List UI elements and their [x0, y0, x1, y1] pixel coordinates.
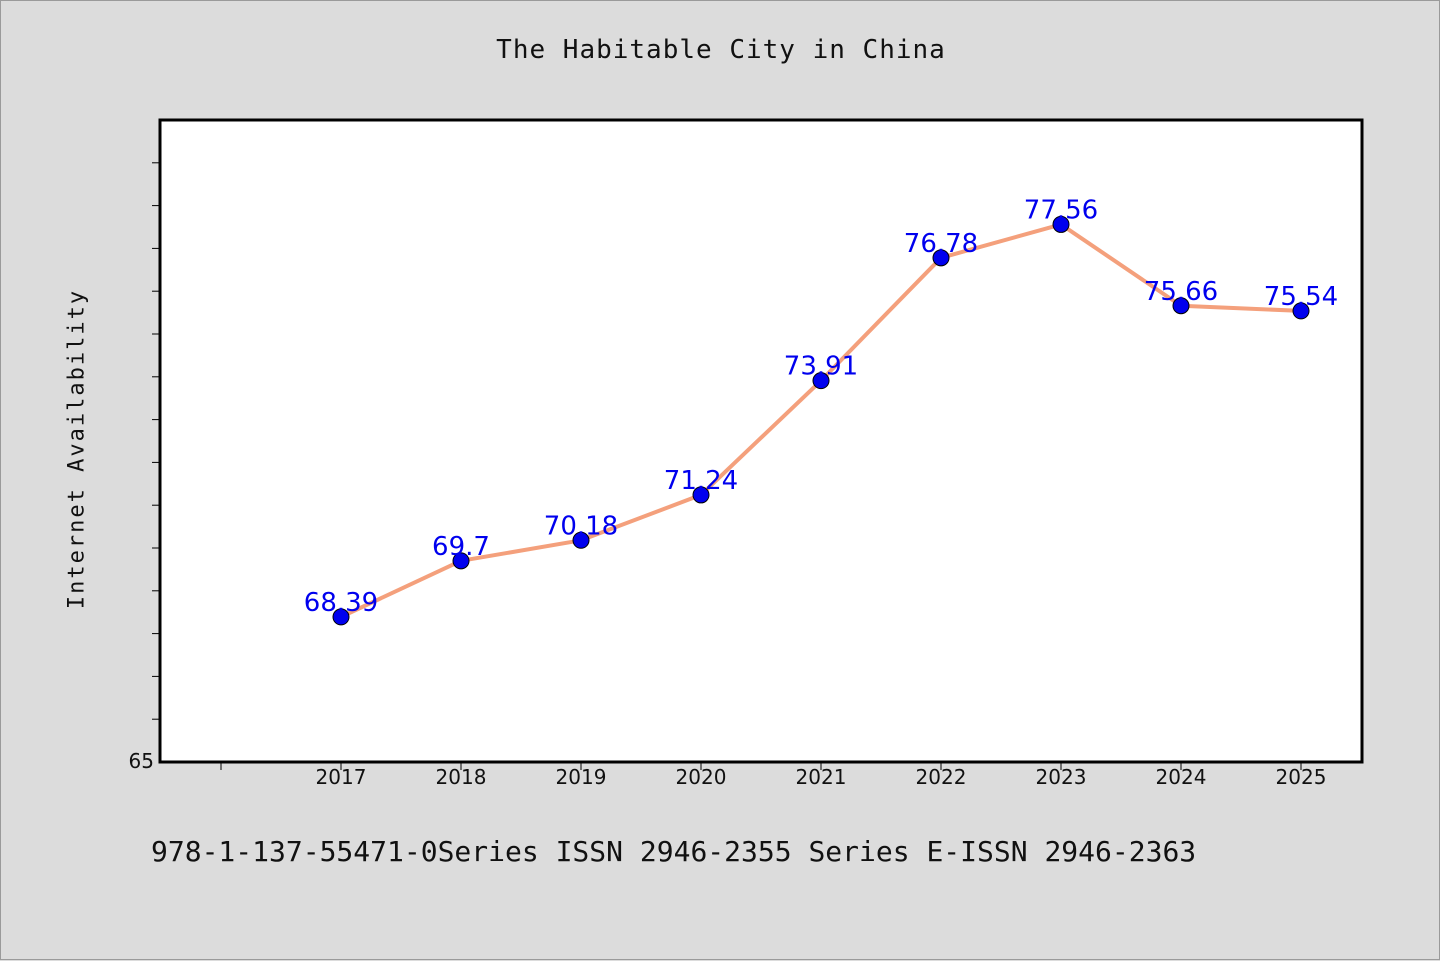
x-axis-ticks: 2017 2018 2019 2020 2021 2022 2023 2024 2025	[220, 762, 1327, 789]
data-point	[572, 531, 590, 549]
data-label: 77.56	[1024, 195, 1098, 225]
x-tick-label: 2019	[556, 765, 607, 789]
y-tick-label: 65	[129, 749, 154, 773]
plot-area	[158, 118, 1364, 764]
data-label: 73.91	[784, 352, 858, 382]
data-point	[452, 552, 470, 570]
data-label: 68.39	[304, 588, 378, 618]
data-point	[692, 486, 710, 504]
x-tick-label: 2018	[436, 765, 487, 789]
data-label: 76.78	[904, 229, 978, 259]
data-label: 71.24	[664, 466, 738, 496]
x-tick-label: 2024	[1156, 765, 1207, 789]
data-label: 70.18	[544, 511, 618, 541]
x-tick-label: 2025	[1276, 765, 1327, 789]
y-axis-ticks: 65	[129, 162, 160, 773]
data-point	[932, 249, 950, 267]
data-label: 75.54	[1264, 282, 1338, 312]
chart-title: The Habitable City in China	[496, 35, 946, 65]
data-label: 75.66	[1144, 277, 1218, 307]
x-tick-label: 2021	[796, 765, 847, 789]
data-point	[812, 372, 830, 390]
data-point	[1172, 297, 1190, 315]
series-group: 68.39 69.7 70.18 71.24 73.91 76.78 77.56 75.66 7…	[304, 195, 1338, 626]
data-point	[1292, 302, 1310, 320]
isbn-footer: 978-1-137-55471-0Series ISSN 2946-2355 S…	[151, 835, 1197, 868]
data-label: 69.7	[432, 532, 490, 562]
data-point	[1052, 215, 1070, 233]
data-point	[332, 608, 350, 626]
x-tick-label: 2020	[676, 765, 727, 789]
x-tick-label: 2017	[316, 765, 367, 789]
x-tick-label: 2023	[1036, 765, 1087, 789]
x-tick-label: 2022	[916, 765, 967, 789]
